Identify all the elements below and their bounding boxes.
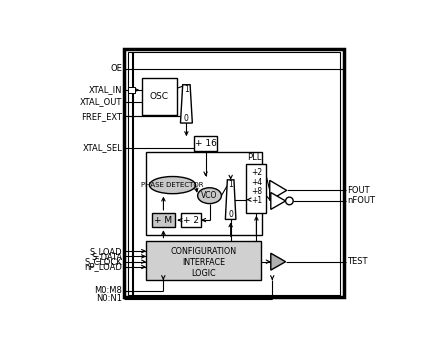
Text: FOUT: FOUT <box>347 186 369 195</box>
Polygon shape <box>271 253 286 270</box>
Text: OSC: OSC <box>150 92 169 101</box>
Text: S_CLOCK: S_CLOCK <box>85 257 122 266</box>
Text: M0:M8: M0:M8 <box>95 286 122 295</box>
Text: 1: 1 <box>228 180 233 189</box>
Polygon shape <box>271 192 286 209</box>
Bar <box>146 240 261 280</box>
Text: XTAL_SEL: XTAL_SEL <box>83 144 122 153</box>
Text: + 16: + 16 <box>194 139 216 148</box>
Text: CONFIGURATION: CONFIGURATION <box>171 247 237 256</box>
Text: S_LOAD: S_LOAD <box>90 247 122 256</box>
Text: 0: 0 <box>228 210 233 219</box>
Text: PLL: PLL <box>247 153 261 162</box>
Text: +2: +2 <box>251 168 262 177</box>
Text: VCO: VCO <box>201 191 218 200</box>
Text: + 2: + 2 <box>183 216 199 225</box>
Polygon shape <box>270 180 287 200</box>
Bar <box>194 136 217 151</box>
Text: OE: OE <box>111 64 122 73</box>
Text: +4: +4 <box>251 178 262 187</box>
Ellipse shape <box>149 177 196 194</box>
Text: S_DATA: S_DATA <box>91 252 122 261</box>
Text: N0:N1: N0:N1 <box>96 294 122 303</box>
Circle shape <box>286 197 293 205</box>
Bar <box>124 49 344 297</box>
Text: 0: 0 <box>184 114 189 123</box>
Text: + M: + M <box>154 216 172 225</box>
Text: INTERFACE: INTERFACE <box>182 258 225 267</box>
Ellipse shape <box>197 188 221 204</box>
Text: LOGIC: LOGIC <box>191 269 216 278</box>
Bar <box>127 52 340 295</box>
Bar <box>181 213 201 227</box>
Bar <box>127 87 135 93</box>
Bar <box>146 152 262 235</box>
Text: FREF_EXT: FREF_EXT <box>81 112 122 121</box>
Text: nFOUT: nFOUT <box>347 197 375 205</box>
Text: TEST: TEST <box>347 257 367 266</box>
Text: +1: +1 <box>251 196 262 205</box>
Bar <box>142 78 177 115</box>
Text: 1: 1 <box>184 85 189 94</box>
Bar <box>247 164 266 213</box>
Polygon shape <box>226 180 236 220</box>
Text: +8: +8 <box>251 187 262 196</box>
Bar <box>152 213 175 227</box>
Text: nP_LOAD: nP_LOAD <box>85 262 122 271</box>
Text: XTAL_OUT: XTAL_OUT <box>80 97 122 106</box>
Text: PHASE DETECTOR: PHASE DETECTOR <box>141 182 204 188</box>
Polygon shape <box>181 85 192 123</box>
Text: XTAL_IN: XTAL_IN <box>89 85 122 95</box>
